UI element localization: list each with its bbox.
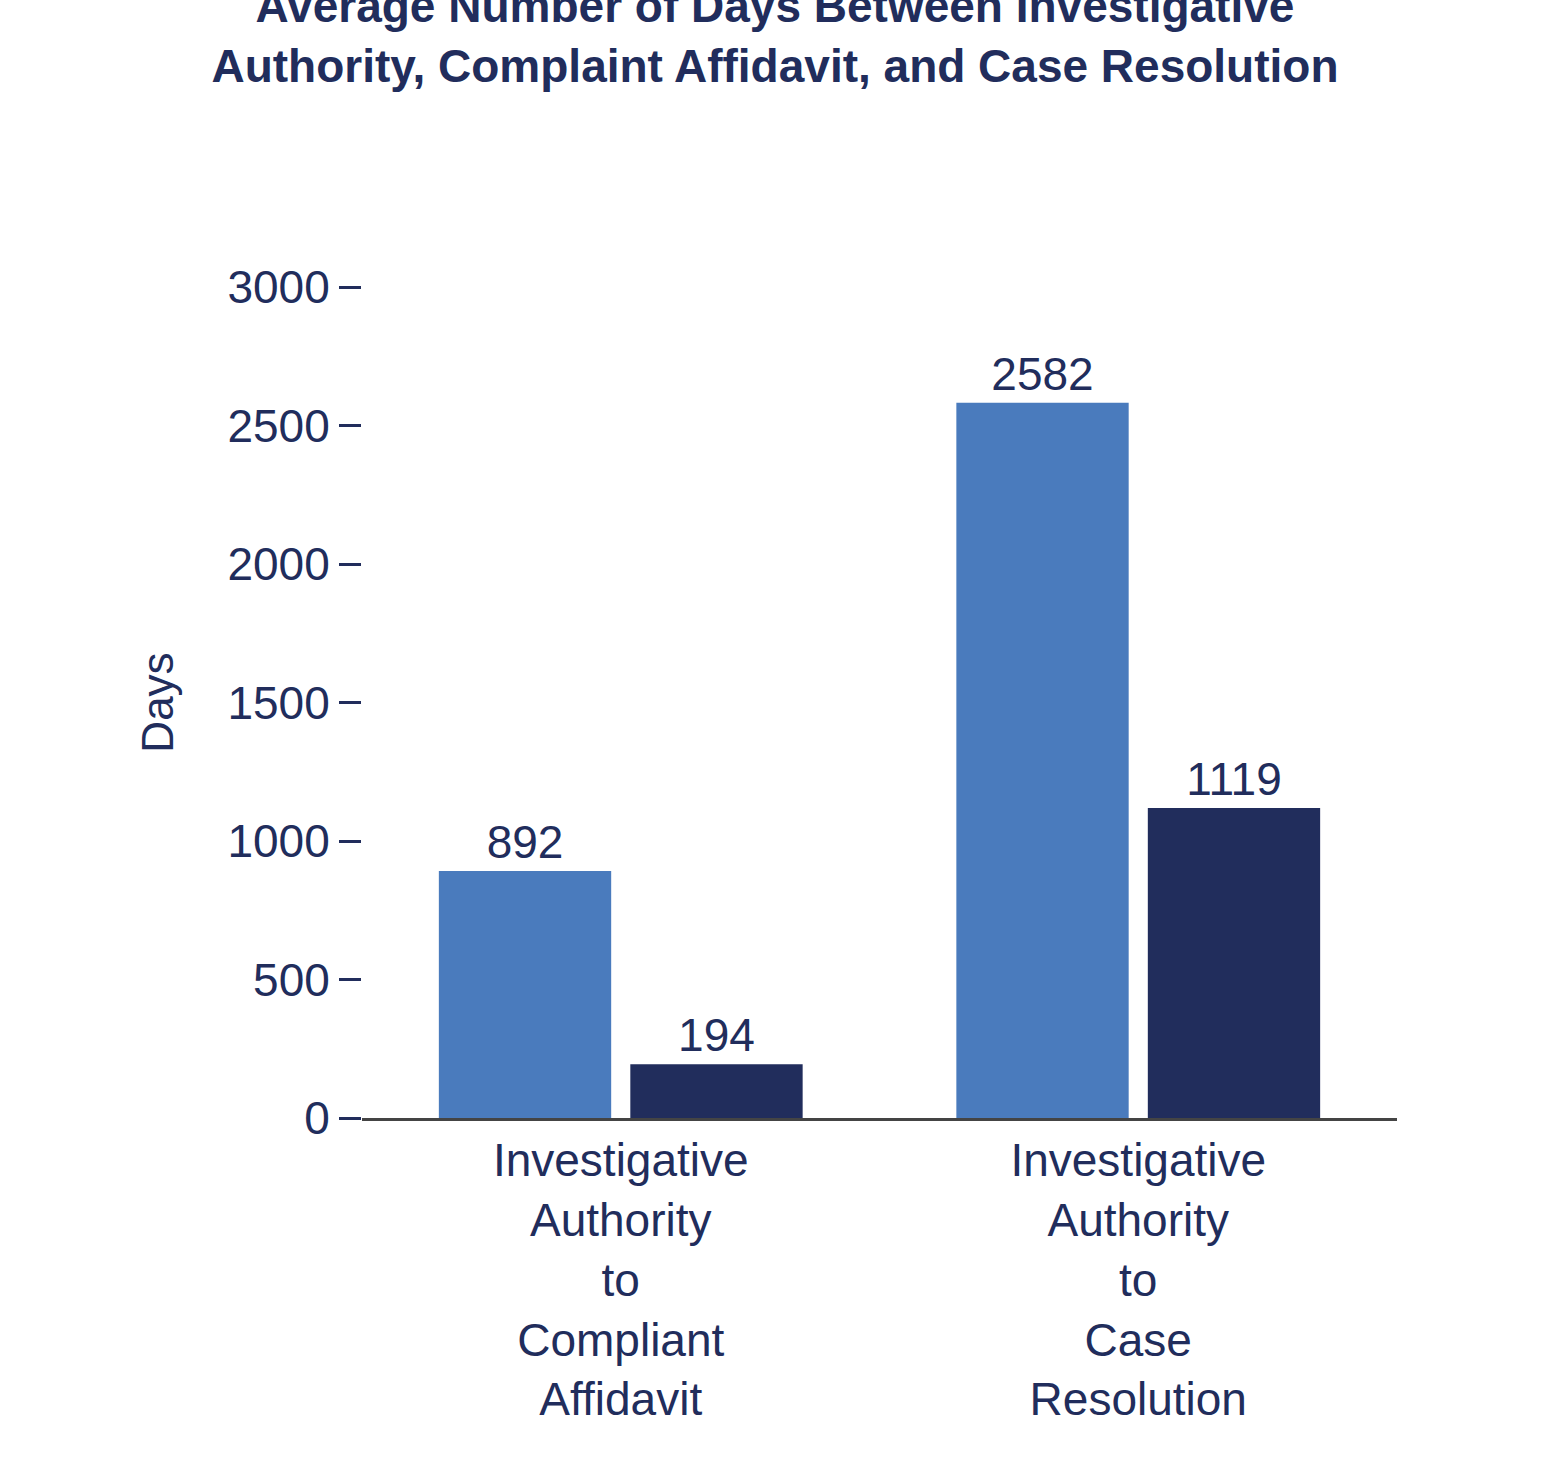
svg-text:2000: 2000 <box>227 538 329 590</box>
svg-text:0: 0 <box>304 1092 330 1144</box>
svg-text:500: 500 <box>253 954 330 1006</box>
svg-text:1500: 1500 <box>227 677 329 729</box>
svg-text:Average Number of Days Between: Average Number of Days Between Investiga… <box>211 0 1338 92</box>
svg-text:2582: 2582 <box>991 348 1093 400</box>
svg-text:194: 194 <box>678 1009 755 1061</box>
svg-text:892: 892 <box>487 816 564 868</box>
svg-text:3000: 3000 <box>227 261 329 313</box>
svg-text:1000: 1000 <box>227 815 329 867</box>
svg-text:InvestigativeAuthoritytoCompli: InvestigativeAuthoritytoCompliantAffidav… <box>493 1134 749 1425</box>
svg-text:2500: 2500 <box>227 400 329 452</box>
svg-text:InvestigativeAuthoritytoCaseRe: InvestigativeAuthoritytoCaseResolution <box>1010 1134 1266 1425</box>
svg-text:1119: 1119 <box>1186 753 1282 805</box>
svg-text:Days: Days <box>133 652 182 752</box>
